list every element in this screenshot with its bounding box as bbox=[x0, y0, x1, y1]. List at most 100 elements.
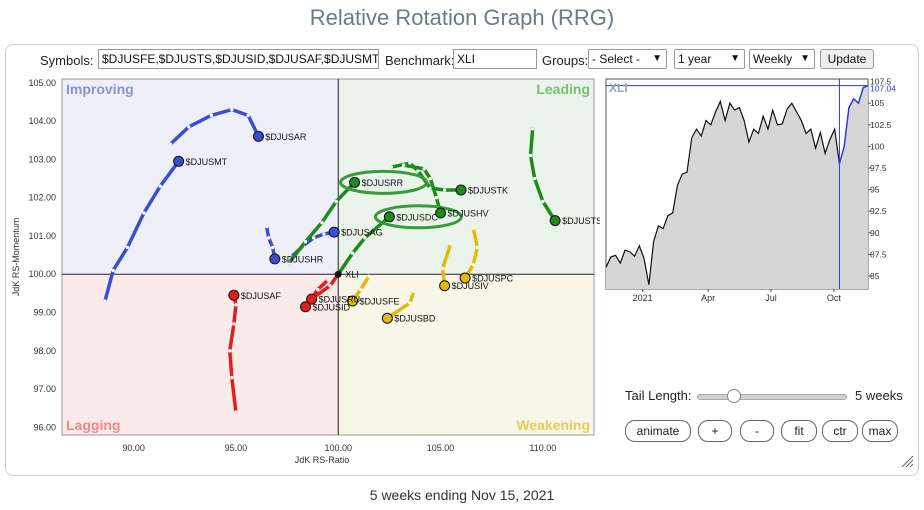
rrg-label-djusar: $DJUSAR bbox=[265, 132, 307, 142]
mini-x-tick-label: 2021 bbox=[633, 293, 653, 303]
rrg-tail-point bbox=[475, 245, 480, 250]
rrg-tail-point bbox=[168, 142, 173, 146]
rrg-tail-point bbox=[408, 301, 412, 305]
rrg-label-djuspc: $DJUSPC bbox=[472, 274, 514, 284]
y-tick-label: 97.00 bbox=[33, 384, 56, 394]
rrg-tail-djusmt bbox=[103, 159, 181, 303]
rrg-tail-point bbox=[234, 303, 238, 307]
mini-y-tick-label: 90 bbox=[870, 228, 880, 238]
groups-label: Groups: bbox=[542, 53, 589, 68]
chart-footer: 5 weeks ending Nov 15, 2021 bbox=[369, 487, 555, 503]
rrg-head-djushr bbox=[269, 253, 281, 265]
rrg-head-djusdc bbox=[383, 211, 395, 223]
quadrant-label-improving: Improving bbox=[66, 81, 134, 97]
x-tick-label: 100.00 bbox=[324, 443, 352, 453]
period-select-value: 1 year bbox=[678, 52, 712, 66]
groups-select-value: - Select - bbox=[592, 52, 641, 66]
mini-chart-title: XLI bbox=[609, 81, 628, 95]
period-select[interactable]: 1 year ▼ bbox=[674, 49, 745, 69]
symbols-input[interactable]: $DJUSFE,$DJUSTS,$DJUSID,$DJUSAF,$DJUSMT bbox=[98, 49, 379, 69]
quadrant-improving bbox=[62, 79, 339, 275]
rrg-tail-point bbox=[266, 236, 271, 240]
tail-length-value: 5 weeks bbox=[855, 388, 903, 403]
x-tick-label: 90.00 bbox=[122, 443, 145, 453]
zoom-out-button[interactable]: - bbox=[740, 420, 774, 442]
mini-y-tick-label: 97.5 bbox=[870, 163, 887, 173]
mini-x-tick-label: Oct bbox=[827, 293, 842, 303]
highlight-ellipse bbox=[339, 169, 429, 195]
rrg-tail-point bbox=[271, 245, 275, 250]
zoom-in-button[interactable]: + bbox=[698, 420, 732, 442]
rrg-tail-point bbox=[528, 153, 533, 158]
rrg-head-djusid bbox=[299, 301, 311, 313]
center-button[interactable]: ctr bbox=[822, 420, 858, 442]
highlight-ellipse bbox=[373, 204, 463, 230]
rrg-head-djuspc bbox=[459, 272, 471, 284]
rrg-tail-point bbox=[246, 113, 250, 118]
rrg-label-djusfe: $DJUSFE bbox=[360, 297, 400, 307]
animate-button[interactable]: animate bbox=[625, 420, 691, 442]
rrg-tail-point bbox=[442, 188, 447, 192]
tail-length-label: Tail Length: bbox=[625, 388, 692, 403]
rrg-tail-point bbox=[363, 236, 367, 240]
rrg-tail-point bbox=[334, 199, 338, 204]
rrg-tail-point bbox=[422, 167, 426, 171]
rrg-label-djushv: $DJUSHV bbox=[448, 208, 489, 218]
rrg-tail-point bbox=[232, 322, 236, 326]
rrg-head-djusaf bbox=[228, 289, 240, 301]
y-tick-label: 98.00 bbox=[33, 346, 56, 356]
rrg-tail-point bbox=[322, 232, 326, 236]
rrg-tail-point bbox=[209, 113, 214, 118]
rrg-tail-point bbox=[103, 299, 107, 303]
rrg-tail-point bbox=[449, 241, 453, 246]
rrg-tail-point bbox=[230, 107, 234, 112]
rrg-tail-point bbox=[320, 220, 324, 225]
tail-length-slider[interactable] bbox=[697, 394, 847, 400]
rrg-tail-point bbox=[367, 274, 371, 278]
mini-chart-line bbox=[605, 99, 841, 285]
rrg-head-djusbd bbox=[381, 312, 393, 324]
mini-y-tick-label: 107.5 bbox=[870, 77, 892, 87]
benchmark-label: Benchmark: bbox=[385, 53, 455, 68]
rrg-tail-djusar bbox=[168, 107, 261, 146]
update-button[interactable]: Update bbox=[820, 49, 874, 69]
rrg-head-djusts bbox=[549, 215, 561, 227]
rrg-label-djusru: $DJUSRU bbox=[319, 295, 361, 305]
resize-handle-icon[interactable] bbox=[900, 454, 914, 468]
mini-chart-tail-line bbox=[838, 84, 869, 164]
rrg-tail-point bbox=[316, 287, 320, 292]
rrg-tail-point bbox=[326, 278, 330, 282]
rrg-tail-point bbox=[412, 289, 416, 294]
rrg-tail-point bbox=[530, 127, 535, 131]
rrg-head-djustk bbox=[455, 184, 467, 196]
groups-select[interactable]: - Select - ▼ bbox=[588, 49, 667, 69]
rrg-label-xli: XLI bbox=[345, 270, 359, 280]
max-button[interactable]: max bbox=[862, 420, 898, 442]
rrg-tail-point bbox=[359, 287, 363, 292]
rrg-label-djusaf: $DJUSAF bbox=[241, 291, 282, 301]
fit-button[interactable]: fit bbox=[781, 420, 817, 442]
frequency-select[interactable]: Weekly ▼ bbox=[749, 49, 815, 69]
rrg-tail-point bbox=[402, 163, 406, 167]
rrg-tail-point bbox=[471, 226, 475, 230]
mini-y-tick-label: 100 bbox=[870, 141, 884, 151]
x-tick-label: 95.00 bbox=[225, 443, 248, 453]
rrg-tail-point bbox=[440, 266, 445, 271]
rrg-label-djusdc: $DJUSDC bbox=[396, 212, 438, 222]
rrg-tail-point bbox=[541, 199, 545, 204]
symbols-label: Symbols: bbox=[40, 53, 94, 68]
rrg-head-djusar bbox=[252, 130, 264, 142]
rrg-tail-point bbox=[328, 284, 332, 288]
rrg-tail-point bbox=[303, 239, 308, 244]
mini-y-tick-label: 85 bbox=[870, 271, 880, 281]
x-tick-label: 105.00 bbox=[427, 443, 455, 453]
benchmark-input[interactable]: XLI bbox=[453, 49, 537, 69]
rrg-tail-point bbox=[416, 169, 420, 173]
rrg-label-djushr: $DJUSHR bbox=[282, 254, 324, 264]
mini-y-tick-label: 95 bbox=[870, 185, 880, 195]
tail-length-slider-thumb[interactable] bbox=[727, 389, 741, 403]
quadrant-lagging bbox=[62, 274, 339, 435]
y-tick-label: 100.00 bbox=[28, 269, 56, 279]
y-tick-label: 96.00 bbox=[33, 422, 56, 432]
